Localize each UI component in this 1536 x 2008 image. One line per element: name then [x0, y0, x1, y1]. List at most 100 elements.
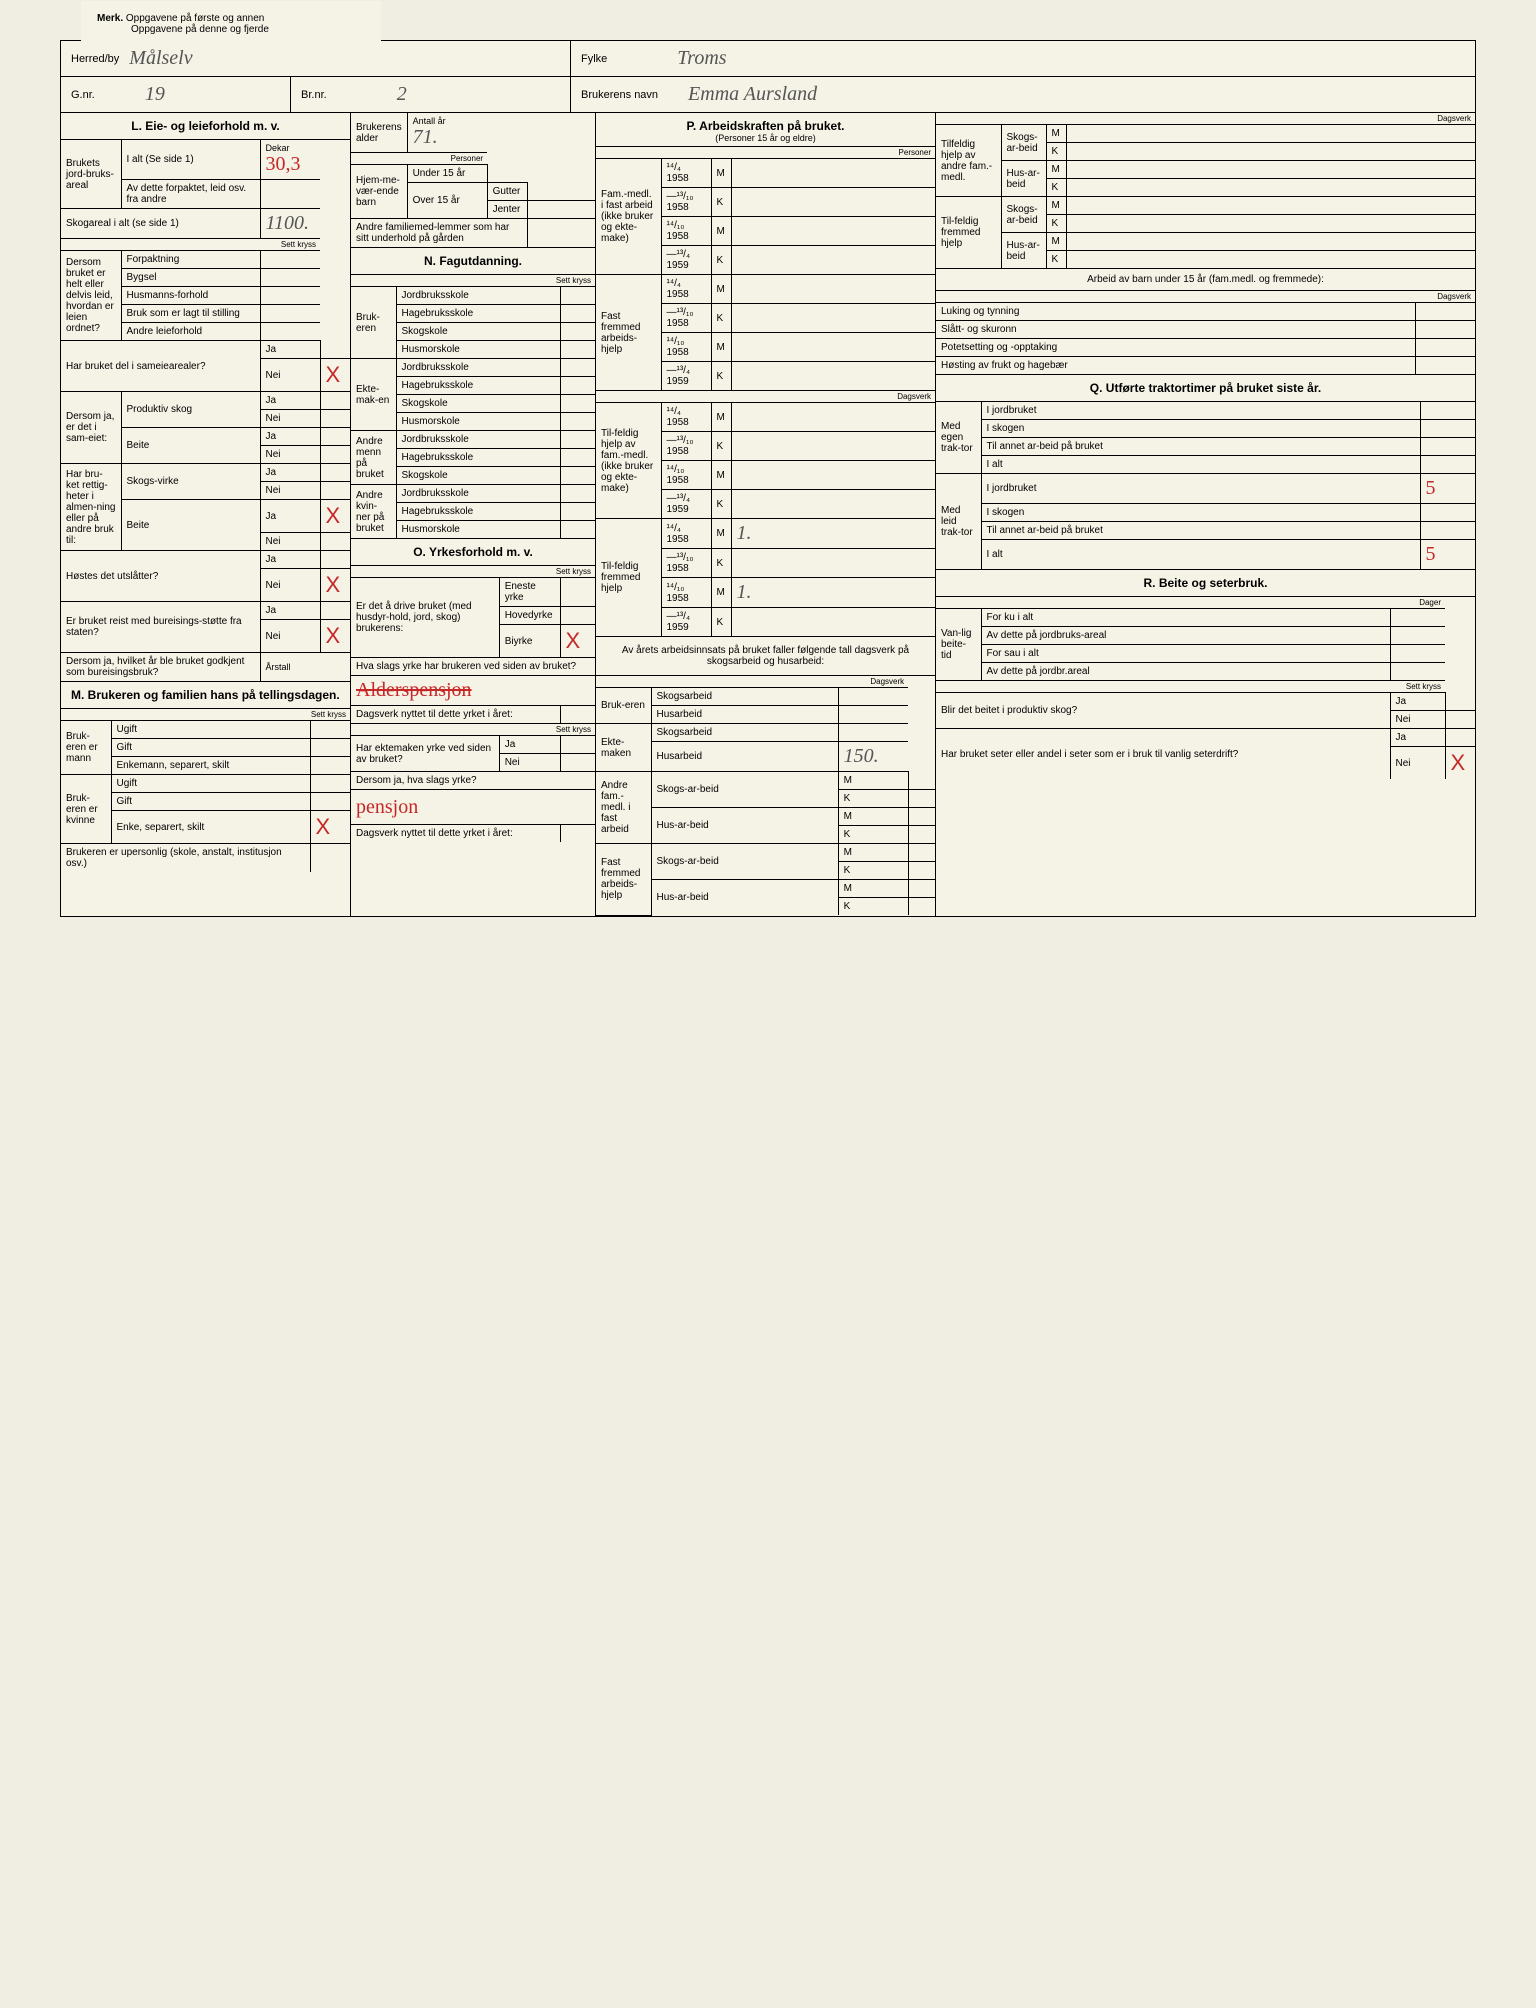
- avdette-label: Av dette forpaktet, leid osv. fra andre: [121, 180, 260, 209]
- P-val1: 1.: [737, 522, 752, 544]
- skogareal-label: Skogareal i alt (se side 1): [61, 209, 260, 239]
- merk-line2: Oppgavene på denne og fjerde: [131, 24, 269, 35]
- R-table: Dager Van-lig beite-tid For ku i alt Av …: [936, 597, 1475, 779]
- P2-K-2: K: [838, 826, 908, 844]
- rc-M-3: M: [1046, 197, 1066, 215]
- rightcol-table-1: Dagsverk Tilfeldig hjelp av andre fam.-m…: [936, 113, 1475, 269]
- P-K-8: K: [711, 608, 731, 637]
- avArets: Av årets arbeidsinnsats på bruket faller…: [596, 637, 935, 676]
- bygsel: Bygsel: [121, 269, 260, 287]
- L-table: Brukets jord-bruks-areal I alt (Se side …: [61, 140, 350, 682]
- jordbruk-2: Jordbruksskole: [396, 359, 560, 377]
- ugift-m: Ugift: [111, 721, 310, 739]
- dersomja2-label: Dersom ja, hvilket år ble bruket godkjen…: [61, 653, 260, 682]
- gutter: Gutter: [487, 183, 527, 201]
- P-d4-2: —¹³/₄ 1959: [661, 362, 711, 391]
- iskogen-2: I skogen: [981, 504, 1420, 522]
- hagebruk-1: Hagebruksskole: [396, 305, 560, 323]
- dersom-label: Dersom bruket er helt eller delvis leid,…: [61, 251, 121, 341]
- P-d3-1: ¹⁴/₁₀ 1958: [661, 217, 711, 246]
- ja-6: Ja: [260, 551, 320, 569]
- husmor-4: Husmorskole: [396, 521, 560, 539]
- R-sett-kryss: Sett kryss: [936, 681, 1445, 693]
- P-d2-4: —¹³/₁₀ 1958: [661, 549, 711, 578]
- P-M-1: M: [711, 159, 731, 188]
- husmor-1: Husmorskole: [396, 341, 560, 359]
- ijord-1: I jordbruket: [981, 402, 1420, 420]
- R-nei-2: Nei: [1390, 747, 1445, 780]
- P-brukeren: Bruk-eren: [596, 688, 651, 724]
- P-K-5: K: [711, 432, 731, 461]
- P-d1-3: ¹⁴/₄ 1958: [661, 403, 711, 432]
- hagebruk-2: Hagebruksskole: [396, 377, 560, 395]
- hosting: Høsting av frukt og hagebær: [936, 357, 1415, 375]
- x-mark-5: X: [316, 814, 331, 839]
- fastfremmed: Fast fremmed arbeids-hjelp: [596, 275, 661, 391]
- jordbruk-4: Jordbruksskole: [396, 485, 560, 503]
- P-d2-3: —¹³/₁₀ 1958: [661, 432, 711, 461]
- sameie-label: Har bruket del i sameiearealer?: [61, 341, 260, 392]
- O-table: Sett kryss Er det å drive bruket (med hu…: [351, 566, 595, 842]
- erdet-label: Er det å drive bruket (med husdyr-hold, …: [351, 578, 499, 658]
- P-d4-4: —¹³/₄ 1959: [661, 608, 711, 637]
- P-table-1: Personer Fam.-medl. i fast arbeid (ikke …: [596, 147, 935, 637]
- dagsverk-label-2: Dagsverk nyttet til dette yrket i året:: [351, 825, 560, 843]
- N-andrekvinner: Andre kvin-ner på bruket: [351, 485, 396, 539]
- ialt-1: I alt: [981, 456, 1420, 474]
- vanlig: Van-lig beite-tid: [936, 609, 981, 681]
- forpaktning: Forpaktning: [121, 251, 260, 269]
- P-d2-2: —¹³/₁₀ 1958: [661, 304, 711, 333]
- N-title: N. Fagutdanning.: [351, 248, 595, 275]
- rc-husar-2: Hus-ar-beid: [1001, 233, 1046, 269]
- P-dagsverk-1: Dagsverk: [596, 391, 935, 403]
- skog-3: Skogskole: [396, 467, 560, 485]
- tilfeldig-fam: Til-feldig hjelp av fam.-medl. (ikke bru…: [596, 403, 661, 519]
- skogsarbeid-2: Skogsarbeid: [651, 724, 838, 742]
- medegen: Med egen trak-tor: [936, 402, 981, 474]
- ialt-label: I alt (Se side 1): [121, 140, 260, 180]
- merk-line1: Oppgavene på første og annen: [126, 13, 264, 24]
- M-title: M. Brukeren og familien hans på tellings…: [61, 682, 350, 709]
- nei-4: Nei: [260, 482, 320, 500]
- P2-M-1: M: [838, 772, 908, 790]
- jordbruk-1: Jordbruksskole: [396, 287, 560, 305]
- bruk-kvinne: Bruk-eren er kvinne: [61, 775, 111, 844]
- P-M-2: M: [711, 217, 731, 246]
- P-d3-2: ¹⁴/₁₀ 1958: [661, 333, 711, 362]
- enkemann: Enkemann, separert, skilt: [111, 757, 310, 775]
- bruksom: Bruk som er lagt til stilling: [121, 305, 260, 323]
- P-d4-3: —¹³/₄ 1959: [661, 490, 711, 519]
- P-title: P. Arbeidskraften på bruket.: [596, 113, 935, 133]
- herred-value: Målselv: [129, 47, 192, 70]
- skogsarbeid-1: Skogsarbeid: [651, 688, 838, 706]
- potet: Potetsetting og -opptaking: [936, 339, 1415, 357]
- hagebruk-4: Hagebruksskole: [396, 503, 560, 521]
- gnr-value: 19: [145, 83, 165, 106]
- ugift-k: Ugift: [111, 775, 310, 793]
- biyrke: Biyrke: [499, 625, 560, 658]
- col-Q-R: Dagsverk Tilfeldig hjelp av andre fam.-m…: [936, 113, 1475, 916]
- Q-table: Med egen trak-tor I jordbruket I skogen …: [936, 402, 1475, 570]
- tilfeldig-fremmed-P: Til-feldig fremmed hjelp: [596, 519, 661, 637]
- P2-M-2: M: [838, 808, 908, 826]
- husarbeid-2: Husarbeid: [651, 742, 838, 772]
- tilannet-1: Til annet ar-beid på bruket: [981, 438, 1420, 456]
- ja-4: Ja: [260, 464, 320, 482]
- husarbeid-1: Husarbeid: [651, 706, 838, 724]
- fylke-label: Fylke: [581, 53, 607, 65]
- gift-k: Gift: [111, 793, 310, 811]
- P-andrefam: Andre fam.-medl. i fast arbeid: [596, 772, 651, 844]
- header-row-1: Herred/by Målselv Fylke Troms: [61, 41, 1475, 77]
- x-mark-7: X: [1451, 750, 1466, 775]
- tilannet-2: Til annet ar-beid på bruket: [981, 522, 1420, 540]
- P-d3-3: ¹⁴/₁₀ 1958: [661, 461, 711, 490]
- erbruket-label: Er bruket reist med bureisings-støtte fr…: [61, 602, 260, 653]
- P2-K-3: K: [838, 862, 908, 880]
- skogareal-value: 1100.: [266, 212, 310, 234]
- bruker-alder-label: Brukerens alder: [351, 113, 407, 153]
- rc-dagsverk-2: Dagsverk: [936, 291, 1475, 303]
- brnr-value: 2: [397, 83, 407, 106]
- R-nei-1: Nei: [1390, 711, 1445, 729]
- rc-dagsverk-1: Dagsverk: [936, 113, 1475, 125]
- ja-2: Ja: [260, 392, 320, 410]
